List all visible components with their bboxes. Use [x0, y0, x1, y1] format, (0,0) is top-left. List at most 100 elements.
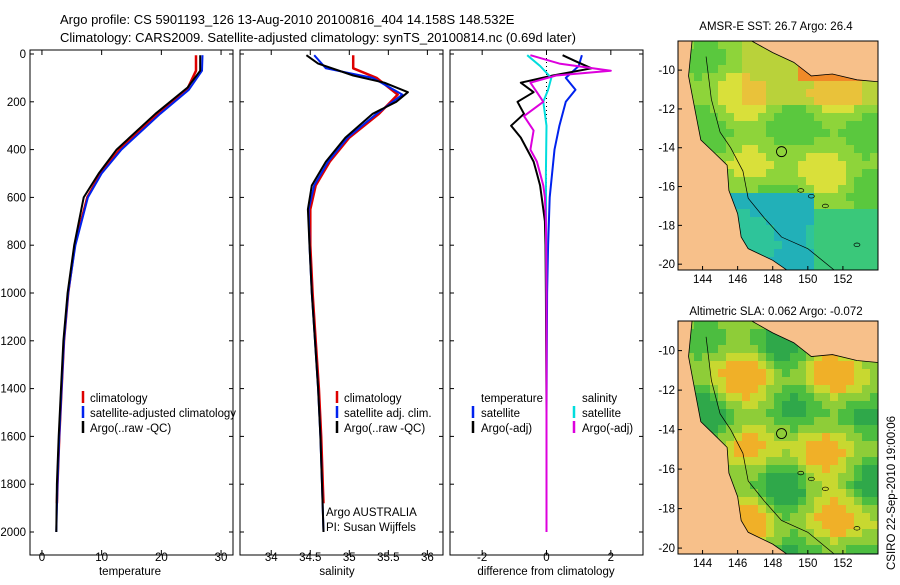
map-cell: [726, 89, 734, 97]
map-cell: [846, 145, 854, 153]
map-cell: [750, 153, 758, 161]
map-cell: [830, 393, 838, 401]
map-cell: [710, 113, 718, 121]
map-cell: [798, 441, 806, 449]
map-cell: [838, 201, 846, 209]
map-cell: [806, 121, 814, 129]
map-cell: [814, 249, 822, 257]
map-cell: [838, 513, 846, 521]
map-cell: [710, 41, 718, 49]
map-cell: [742, 49, 750, 57]
map-cell: [862, 521, 870, 529]
map-cell: [838, 449, 846, 457]
map-cell: [718, 345, 726, 353]
map-cell: [814, 257, 822, 265]
map-cell: [766, 473, 774, 481]
map-cell: [750, 521, 758, 529]
map-cell: [742, 121, 750, 129]
map-cell: [790, 481, 798, 489]
map-cell: [846, 521, 854, 529]
map-cell: [806, 417, 814, 425]
map-cell: [830, 473, 838, 481]
map-cell: [830, 401, 838, 409]
map-cell: [774, 121, 782, 129]
map-cell: [846, 201, 854, 209]
map-cell: [774, 353, 782, 361]
map-cell: [782, 185, 790, 193]
map-cell: [766, 129, 774, 137]
map-cell: [758, 193, 766, 201]
map-cell: [854, 137, 862, 145]
map-cell: [742, 193, 750, 201]
map-cell: [846, 89, 854, 97]
map-cell: [710, 353, 718, 361]
map-cell: [750, 425, 758, 433]
map-cell: [798, 209, 806, 217]
map-cell: [790, 521, 798, 529]
map-cell: [694, 345, 702, 353]
map-cell: [854, 369, 862, 377]
map-cell: [838, 529, 846, 537]
map-cell: [782, 225, 790, 233]
map-cell: [694, 57, 702, 65]
map-cell: [870, 185, 878, 193]
map-cell: [814, 193, 822, 201]
map-cell: [726, 401, 734, 409]
map-cell: [710, 377, 718, 385]
map-cell: [814, 441, 822, 449]
map-cell: [838, 409, 846, 417]
map-cell: [846, 81, 854, 89]
map-cell: [798, 361, 806, 369]
map-cell: [814, 233, 822, 241]
map-cell: [726, 153, 734, 161]
map-cell: [734, 65, 742, 73]
map-cell: [774, 473, 782, 481]
map-cell: [766, 169, 774, 177]
map-cell: [798, 425, 806, 433]
map-cell: [774, 73, 782, 81]
map-cell: [862, 537, 870, 545]
map-cell: [838, 545, 846, 553]
map-cell: [782, 465, 790, 473]
map-cell: [758, 113, 766, 121]
map-cell: [806, 177, 814, 185]
map-cell: [782, 113, 790, 121]
map-cell: [758, 441, 766, 449]
map-cell: [854, 217, 862, 225]
map-cell: [830, 249, 838, 257]
map-cell: [862, 265, 870, 270]
map-cell: [734, 145, 742, 153]
map-cell: [790, 441, 798, 449]
map-cell: [758, 169, 766, 177]
map-cell: [758, 489, 766, 497]
map-cell: [846, 425, 854, 433]
map-cell: [702, 361, 710, 369]
map-cell: [862, 217, 870, 225]
map-cell: [862, 457, 870, 465]
map-cell: [814, 425, 822, 433]
map-cell: [758, 393, 766, 401]
map-cell: [862, 361, 870, 369]
map-cell: [718, 137, 726, 145]
map-cell: [694, 97, 702, 105]
map-cell: [838, 73, 846, 81]
map-cell: [838, 177, 846, 185]
map-cell: [790, 65, 798, 73]
map-cell: [742, 433, 750, 441]
legend-temperature-title: temperature: [481, 393, 543, 405]
series-line-salinity-argo-adj-: [523, 54, 612, 532]
map-cell: [854, 537, 862, 545]
map-cell: [734, 209, 742, 217]
map-cell: [742, 57, 750, 65]
map-cell: [734, 433, 742, 441]
argo-center-label: Argo AUSTRALIA: [326, 507, 417, 519]
map-cell: [854, 225, 862, 233]
argo-position-marker: [776, 428, 787, 440]
map-cell: [726, 137, 734, 145]
map-cell: [766, 369, 774, 377]
map-cell: [870, 121, 878, 129]
sst-map-title: AMSR-E SST: 26.7 Argo: 26.4: [699, 21, 853, 33]
map-cell: [702, 81, 710, 89]
y-tick-label: 1600: [0, 431, 26, 443]
map-cell: [750, 193, 758, 201]
